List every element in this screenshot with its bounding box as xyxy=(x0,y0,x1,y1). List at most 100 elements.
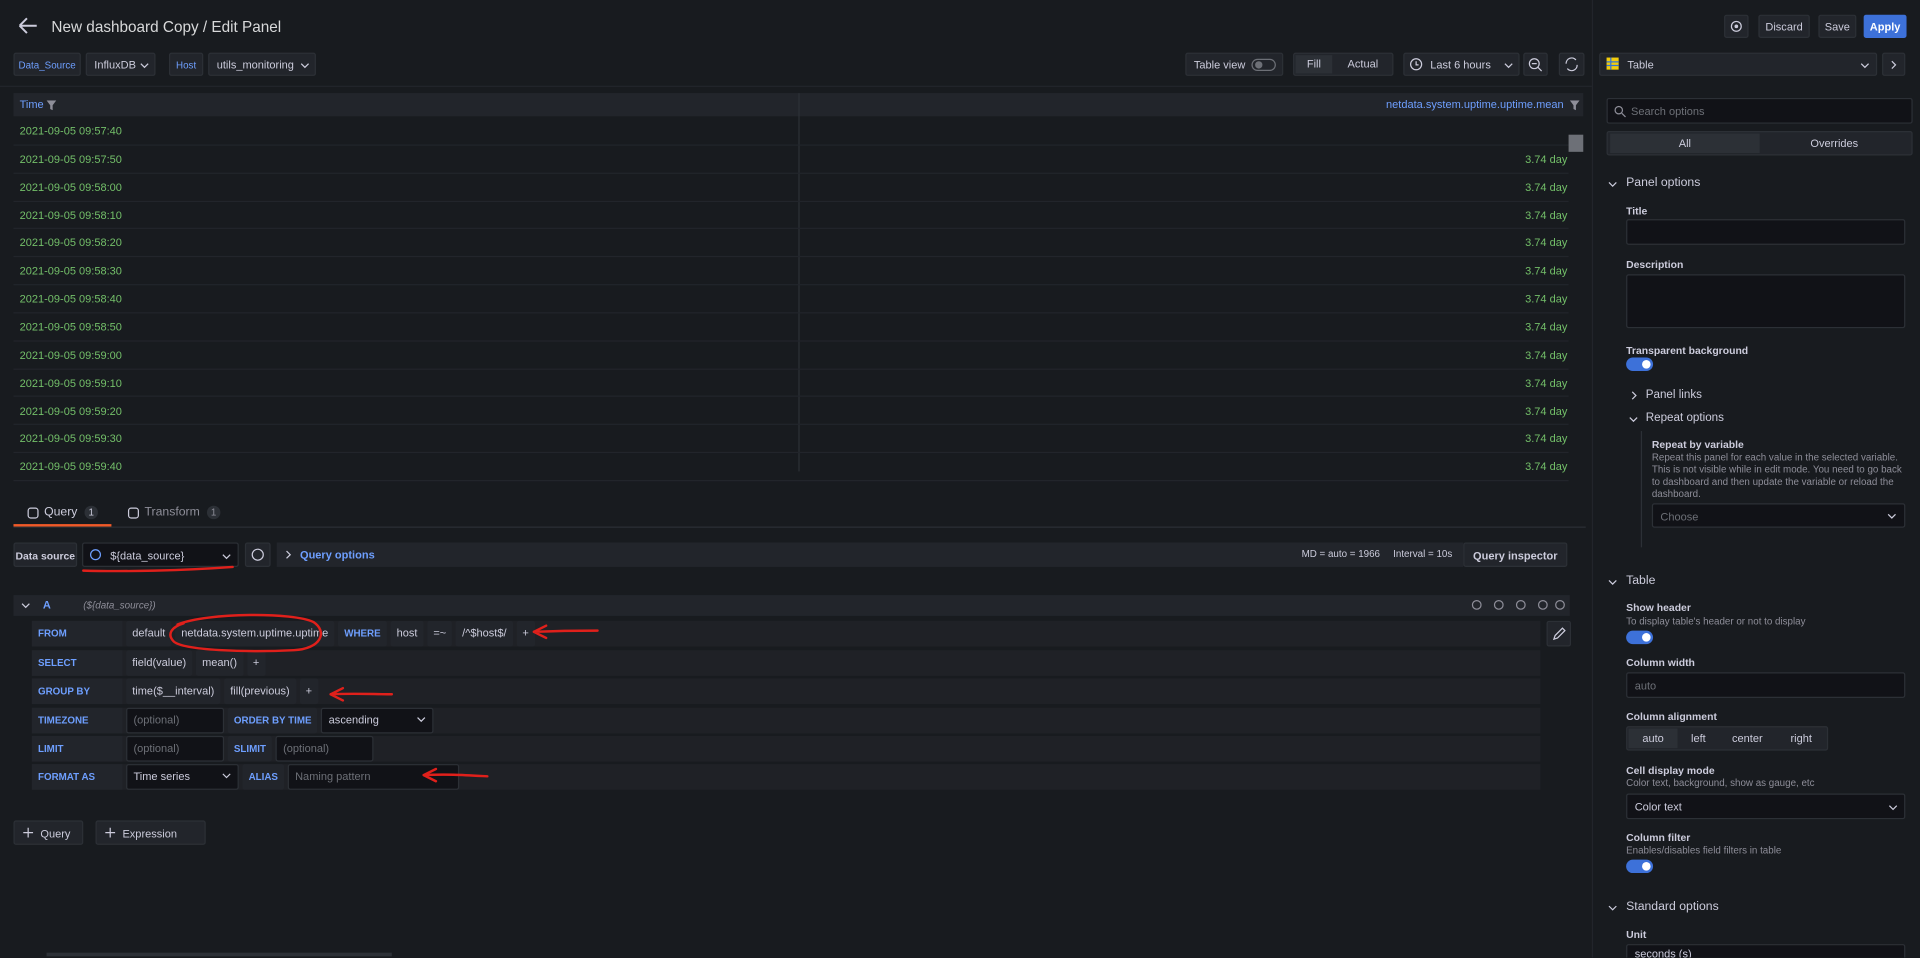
datasource-select[interactable]: ${data_source} xyxy=(82,542,239,567)
options-tab-overrides[interactable]: Overrides xyxy=(1810,137,1859,150)
value-cell: 3.74 day xyxy=(1525,264,1568,278)
discard-button[interactable]: Discard xyxy=(1758,14,1810,38)
query-part-segment[interactable]: netdata.system.uptime.uptime xyxy=(175,620,335,647)
page-title: New dashboard Copy / Edit Panel xyxy=(51,18,282,36)
tab-label: Query xyxy=(44,505,78,520)
alignment-option[interactable]: right xyxy=(1790,732,1812,745)
query-action-icon[interactable] xyxy=(1537,599,1549,611)
query-part-segment[interactable]: mean() xyxy=(195,650,244,676)
query-action-icon[interactable] xyxy=(1471,599,1483,611)
tab-icon xyxy=(127,507,139,519)
field-description: Color text, background, show as gauge, e… xyxy=(1626,777,1815,789)
query-part-keyword: ORDER BY TIME xyxy=(227,707,318,734)
query-part-segment[interactable]: host xyxy=(390,620,424,647)
cell-display-select[interactable]: Color text xyxy=(1626,793,1906,820)
options-tab-all[interactable]: All xyxy=(1610,133,1760,154)
value-cell: 3.74 day xyxy=(1525,320,1568,333)
table-header-value[interactable]: netdata.system.uptime.uptime.mean xyxy=(1386,97,1564,111)
query-part-segment[interactable]: =~ xyxy=(427,620,453,647)
query-row-parts: default netdata.system.uptime.uptime WHERE… xyxy=(126,620,536,647)
clock-icon xyxy=(1409,58,1423,71)
section-heading[interactable]: Table xyxy=(1626,574,1656,588)
unit-select[interactable]: seconds (s) xyxy=(1626,944,1906,958)
query-part-placeholder[interactable]: Naming pattern xyxy=(287,764,460,790)
refresh-button[interactable] xyxy=(1558,52,1585,76)
alignment-option[interactable]: auto xyxy=(1628,728,1678,749)
variable-label: Data_Source xyxy=(13,52,81,76)
actual-option[interactable]: Actual xyxy=(1347,57,1379,70)
toggle-on[interactable] xyxy=(1626,357,1654,372)
settings-button[interactable] xyxy=(1724,14,1749,38)
table-header-time[interactable]: Time xyxy=(19,97,44,111)
chevron-icon xyxy=(140,60,150,70)
datasource-help-button[interactable] xyxy=(244,542,271,567)
query-part-segment[interactable]: time($__interval) xyxy=(126,678,221,705)
query-ref[interactable]: A xyxy=(42,598,51,612)
value-cell: 3.74 day xyxy=(1525,180,1568,194)
chevron-icon xyxy=(1888,60,1898,70)
query-part-segment[interactable]: default xyxy=(126,620,172,647)
query-action-icon[interactable] xyxy=(1554,599,1566,611)
table-row xyxy=(13,369,1569,398)
variable-select[interactable]: InfluxDB xyxy=(85,52,156,76)
column-width-input[interactable]: auto xyxy=(1626,672,1906,698)
query-part-placeholder[interactable]: (optional) xyxy=(126,707,225,734)
tab-icon xyxy=(27,507,39,519)
time-cell: 2021-09-05 09:58:50 xyxy=(19,320,122,333)
title-input[interactable] xyxy=(1626,219,1906,245)
time-cell: 2021-09-05 09:58:30 xyxy=(19,264,122,278)
query-part-segment[interactable]: /^$host$/ xyxy=(456,620,513,647)
query-part-placeholder[interactable]: (optional) xyxy=(275,735,374,762)
query-part-segment[interactable]: + xyxy=(516,620,536,647)
field-description: Enables/disables field filters in table xyxy=(1626,844,1782,856)
tab-count: 1 xyxy=(207,505,220,520)
field-description: To display table's header or not to disp… xyxy=(1626,615,1806,627)
toggle-on[interactable] xyxy=(1626,630,1654,645)
collapse-options-button[interactable] xyxy=(1882,52,1906,76)
query-row-bg xyxy=(31,650,1541,676)
fill-option[interactable]: Fill xyxy=(1295,55,1333,74)
search-icon xyxy=(1614,105,1626,118)
query-action-icon[interactable] xyxy=(1515,599,1527,611)
query-tab[interactable]: Query 1 xyxy=(27,502,98,524)
edit-query-button[interactable] xyxy=(1546,620,1572,647)
options-search[interactable]: Search options xyxy=(1606,97,1913,124)
datasource-icon xyxy=(89,549,102,561)
query-part-segment[interactable]: + xyxy=(246,650,266,676)
query-inspector-button[interactable]: Query inspector xyxy=(1463,542,1568,567)
alignment-option[interactable]: center xyxy=(1732,732,1763,745)
query-part-keyword: WHERE xyxy=(338,620,387,647)
query-part-select[interactable]: ascending xyxy=(321,707,434,734)
query-tab[interactable]: Transform 1 xyxy=(127,502,223,524)
section-heading[interactable]: Panel options xyxy=(1626,176,1701,190)
section-heading[interactable]: Repeat options xyxy=(1645,411,1724,425)
section-heading[interactable]: Standard options xyxy=(1626,900,1719,914)
repeat-select[interactable]: Choose xyxy=(1651,503,1906,528)
query-part-placeholder[interactable]: (optional) xyxy=(126,735,225,762)
query-part-segment[interactable]: field(value) xyxy=(126,650,193,676)
chevron-icon xyxy=(1629,391,1639,401)
chevron-icon xyxy=(300,60,310,70)
query-options-link[interactable]: Query options xyxy=(300,548,375,561)
time-picker[interactable]: Last 6 hours xyxy=(1403,52,1520,76)
table-row xyxy=(13,313,1569,342)
description-input[interactable] xyxy=(1626,274,1906,329)
visualization-picker[interactable]: Table xyxy=(1599,52,1878,76)
section-heading[interactable]: Panel links xyxy=(1645,388,1702,402)
query-row-parts: Time series ALIAS Naming pattern xyxy=(126,764,460,790)
alignment-option[interactable]: left xyxy=(1691,732,1706,745)
table-row xyxy=(13,285,1569,314)
chevron-icon xyxy=(222,765,232,788)
zoom-out-button[interactable] xyxy=(1523,52,1548,76)
query-part-segment[interactable]: fill(previous) xyxy=(224,678,296,705)
time-cell: 2021-09-05 09:59:10 xyxy=(19,376,122,389)
query-row-label: FORMAT AS xyxy=(31,764,123,790)
query-action-icon[interactable] xyxy=(1493,599,1505,611)
apply-button[interactable]: Apply xyxy=(1863,14,1907,38)
query-part-select[interactable]: Time series xyxy=(126,764,239,790)
variable-select[interactable]: utils_monitoring xyxy=(208,52,316,76)
chevron-icon xyxy=(283,550,293,560)
toggle-on[interactable] xyxy=(1626,859,1654,874)
query-part-segment[interactable]: + xyxy=(299,678,319,705)
save-button[interactable]: Save xyxy=(1818,14,1857,38)
